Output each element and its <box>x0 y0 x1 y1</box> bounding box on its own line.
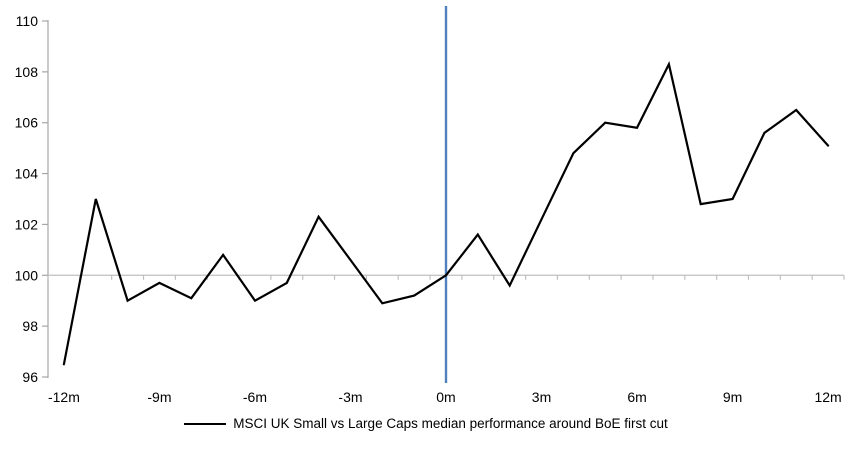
chart-legend: MSCI UK Small vs Large Caps median perfo… <box>0 416 852 431</box>
legend-line-swatch <box>184 422 227 425</box>
y-tick-label: 96 <box>22 369 38 385</box>
legend-label: MSCI UK Small vs Large Caps median perfo… <box>233 416 668 431</box>
x-tick-label: 3m <box>532 389 551 405</box>
y-tick-label: 106 <box>15 115 39 131</box>
x-tick-label: 6m <box>627 389 646 405</box>
x-tick-label: -9m <box>147 389 171 405</box>
x-tick-label: -6m <box>243 389 267 405</box>
x-tick-label: -12m <box>48 389 80 405</box>
y-tick-label: 104 <box>15 166 39 182</box>
y-tick-label: 98 <box>22 318 38 334</box>
y-tick-label: 110 <box>16 13 39 29</box>
x-tick-label: 12m <box>814 389 841 405</box>
x-tick-label: 0m <box>436 389 455 405</box>
y-tick-label: 100 <box>15 267 39 283</box>
y-tick-label: 108 <box>15 64 39 80</box>
series-line <box>62 60 830 366</box>
line-chart-svg: 96 98 100 102 104 106 108 110 -12m -9m -6m -3m 0m 3m 6… <box>15 6 845 405</box>
x-tick-label: 9m <box>723 389 742 405</box>
y-tick-label: 102 <box>15 216 39 232</box>
x-tick-label: -3m <box>338 389 362 405</box>
